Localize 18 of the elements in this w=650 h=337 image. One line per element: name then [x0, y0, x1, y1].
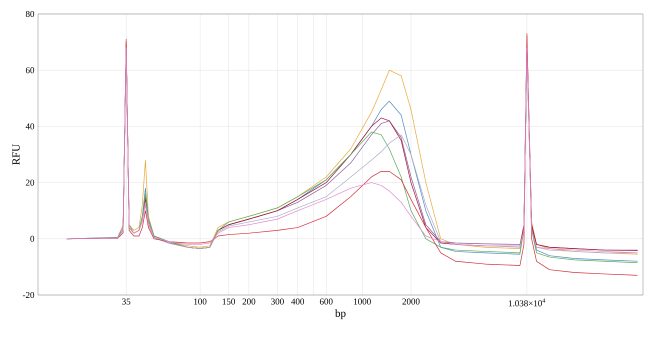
- x-tick-label: 1.038×10$^{4}$: [508, 298, 546, 306]
- x-tick-label: 400: [291, 298, 304, 305]
- y-axis-title: RFU: [12, 144, 20, 165]
- y-tick-label: 60: [26, 67, 34, 74]
- y-tick-label: -20: [22, 292, 34, 298]
- x-tick-label: 200: [242, 298, 256, 305]
- x-tick-label: 1000: [354, 298, 371, 305]
- x-tick-label: 600: [320, 298, 333, 305]
- y-tick-label: 20: [26, 180, 34, 186]
- x-tick-label: 2000: [402, 298, 420, 305]
- x-tick-label: 35: [122, 298, 130, 305]
- x-tick-label: 300: [271, 298, 284, 305]
- x-axis-title: bp: [335, 309, 346, 320]
- y-tick-label: 40: [26, 123, 34, 130]
- x-tick-label: 100: [194, 298, 206, 305]
- y-tick-label: 80: [26, 10, 34, 18]
- x-tick-label: 150: [222, 298, 236, 305]
- y-tick-label: 0: [30, 236, 34, 242]
